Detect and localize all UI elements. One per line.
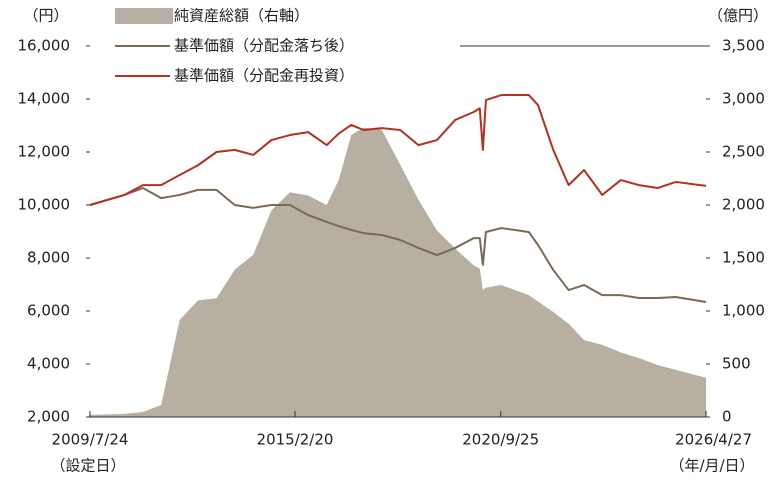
y2-axis-label: （億円）: [708, 7, 768, 25]
y2-tick-label: 0: [722, 408, 732, 426]
plot-area: [89, 94, 707, 418]
legend-item: 純資産総額（右軸）: [115, 7, 309, 25]
y-axis-label: （円）: [23, 7, 68, 25]
legend-label: 基準価額（分配金落ち後）: [174, 37, 354, 55]
line: [89, 187, 707, 303]
y2-tick-label: 3,500: [722, 37, 765, 55]
legend-label: 純資産総額（右軸）: [174, 7, 309, 25]
line: [89, 94, 707, 206]
y2-tick-label: 3,000: [722, 90, 765, 108]
y-tick-label: 8,000: [27, 249, 70, 267]
y2-tick-label: 1,500: [722, 249, 765, 267]
y-tick-label: 4,000: [27, 355, 70, 373]
legend-item: 基準価額（分配金再投資）: [115, 67, 354, 85]
y2-tick-label: 2,000: [722, 196, 765, 214]
y-tick-label: 12,000: [18, 143, 71, 161]
y-tick-label: 16,000: [18, 37, 71, 55]
x-end-note: （年/月/日）: [669, 457, 754, 475]
x-tick-label: 2015/2/20: [257, 431, 334, 449]
x-start-note: （設定日）: [50, 457, 125, 475]
area: [90, 127, 706, 418]
y-tick-label: 14,000: [18, 90, 71, 108]
x-tick-label: 2026/4/27: [675, 431, 752, 449]
legend-item: 基準価額（分配金落ち後）: [115, 37, 354, 55]
y-tick-label: 10,000: [18, 196, 71, 214]
y-tick-label: 2,000: [27, 408, 70, 426]
y2-tick-label: 2,500: [722, 143, 765, 161]
legend-swatch: [115, 8, 173, 24]
x-tick-label: 2020/9/25: [462, 431, 539, 449]
y2-tick-label: 500: [722, 355, 751, 373]
x-tick-label: 2009/7/24: [52, 431, 129, 449]
y-tick-label: 6,000: [27, 302, 70, 320]
y2-tick-label: 1,000: [722, 302, 765, 320]
legend-label: 基準価額（分配金再投資）: [174, 67, 354, 85]
